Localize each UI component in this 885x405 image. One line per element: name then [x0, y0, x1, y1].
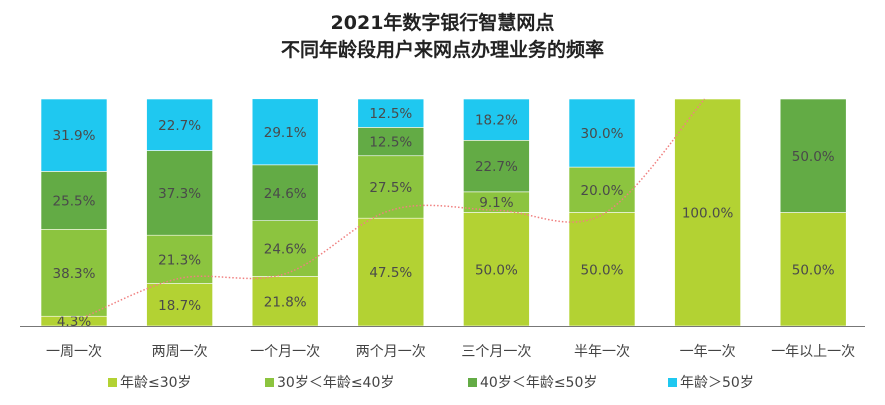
- bar-segment: [357, 98, 425, 128]
- x-tick-label: 一周一次: [46, 344, 102, 360]
- bar-segment: [463, 212, 530, 327]
- data-label: 29.1%: [264, 125, 307, 141]
- x-tick-label: 一年一次: [680, 344, 736, 360]
- bar-segment: [674, 98, 741, 327]
- data-label: 12.5%: [369, 135, 412, 151]
- bar-segment: [463, 98, 530, 141]
- bar-segment: [251, 276, 319, 327]
- bar-segment: [779, 212, 847, 327]
- legend-label: 年龄＞50岁: [680, 375, 754, 391]
- bar-segment: [568, 98, 636, 168]
- legend-swatch: [108, 377, 117, 387]
- data-label: 18.2%: [475, 113, 518, 129]
- x-tick-label: 半年一次: [574, 344, 630, 360]
- bar-segment: [463, 140, 530, 193]
- bar-segment: [568, 212, 636, 327]
- bar-segment: [251, 98, 319, 166]
- x-tick-label: 三个月一次: [461, 344, 531, 360]
- data-label: 50.0%: [792, 262, 835, 278]
- data-label: 47.5%: [369, 265, 412, 281]
- data-label: 21.8%: [264, 294, 307, 310]
- legend-label: 30岁＜年龄≤40岁: [277, 375, 395, 391]
- legend-item: 年龄≤30岁: [108, 372, 192, 392]
- bar-segment: [40, 98, 108, 172]
- data-label: 24.6%: [264, 242, 307, 258]
- bar-segment: [146, 98, 213, 151]
- bar-segment: [40, 171, 108, 230]
- chart-title: 2021年数字银行智慧网点: [330, 12, 555, 34]
- data-label: 30.0%: [581, 126, 624, 142]
- bar-segment: [568, 166, 636, 213]
- data-label: 38.3%: [53, 266, 96, 282]
- bar-segment: [357, 155, 425, 219]
- data-label: 50.0%: [581, 262, 624, 278]
- x-tick-label: 两周一次: [152, 344, 208, 360]
- legend-swatch: [668, 377, 677, 387]
- chart-subtitle: 不同年龄段用户来网点办理业务的频率: [280, 39, 604, 61]
- data-label: 21.3%: [158, 252, 201, 268]
- bar-segment: [779, 98, 847, 213]
- legend-label: 年龄≤30岁: [120, 375, 192, 391]
- data-label: 18.7%: [158, 298, 201, 314]
- legend-swatch: [468, 377, 477, 387]
- legend-swatch: [265, 377, 274, 387]
- bar-segment: [146, 283, 213, 327]
- data-label: 25.5%: [53, 193, 96, 209]
- legend-label: 40岁＜年龄≤50岁: [480, 375, 598, 391]
- data-label: 50.0%: [792, 149, 835, 165]
- data-label: 20.0%: [581, 183, 624, 199]
- bar-segment: [357, 217, 425, 327]
- data-label: 12.5%: [369, 106, 412, 122]
- x-tick-label: 一年以上一次: [771, 344, 855, 360]
- bar-segment: [357, 127, 425, 157]
- data-label: 22.7%: [475, 159, 518, 175]
- x-tick-label: 一个月一次: [250, 344, 320, 360]
- data-label: 100.0%: [682, 206, 734, 222]
- stacked-bar-chart: 4.3%38.3%25.5%31.9%一周一次18.7%21.3%37.3%22…: [20, 98, 865, 360]
- legend-item: 30岁＜年龄≤40岁: [265, 372, 394, 392]
- data-label: 27.5%: [369, 180, 412, 196]
- data-label: 50.0%: [475, 262, 518, 278]
- legend-item: 年龄＞50岁: [668, 372, 754, 392]
- data-label: 37.3%: [158, 186, 201, 202]
- legend-item: 40岁＜年龄≤50岁: [468, 372, 597, 392]
- bar-segment: [251, 220, 319, 277]
- x-tick-label: 两个月一次: [356, 344, 426, 360]
- bar-segment: [146, 150, 213, 236]
- data-label: 31.9%: [53, 128, 96, 144]
- trendline: [85, 98, 706, 317]
- data-label: 24.6%: [264, 186, 307, 202]
- data-label: 9.1%: [479, 195, 513, 211]
- data-label: 22.7%: [158, 118, 201, 134]
- bar-segment: [251, 164, 319, 221]
- bar-segment: [40, 228, 108, 317]
